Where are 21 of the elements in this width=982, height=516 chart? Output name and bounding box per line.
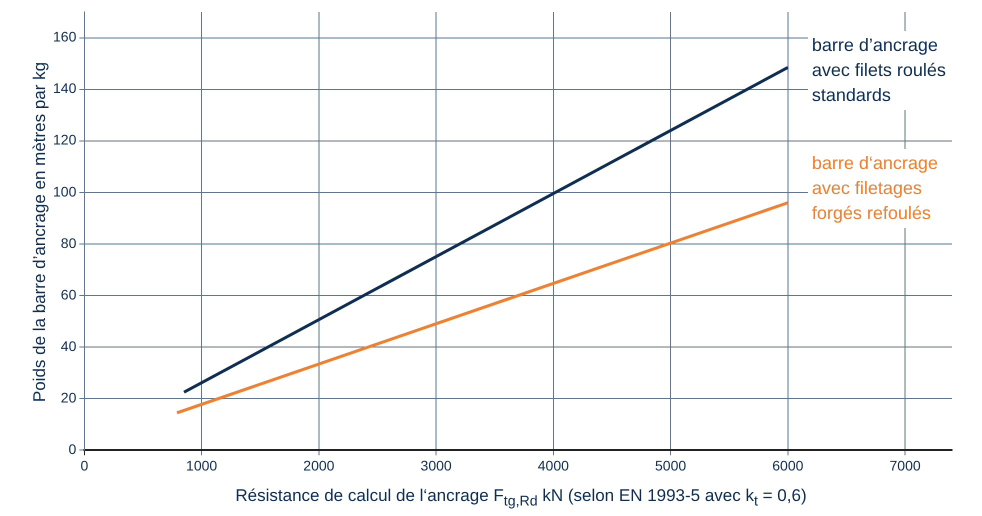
y-tick-label: 120 [53, 132, 77, 148]
y-tick-label: 60 [60, 286, 77, 302]
y-tick-label: 0 [68, 441, 77, 458]
x-tick-label: 6000 [772, 457, 804, 474]
y-tick-label: 100 [53, 183, 77, 200]
series-label: barre d‘ancrage avec filetages forgés refoulés [808, 148, 966, 228]
x-tick-label: 0 [80, 457, 88, 474]
x-tick-label: 5000 [655, 457, 686, 474]
y-tick-label: 20 [60, 390, 77, 406]
x-tick-label: 3000 [420, 457, 452, 474]
x-tick-label: 7000 [890, 457, 921, 474]
y-tick-label: 80 [60, 234, 77, 251]
x-tick-label: 1000 [186, 457, 218, 474]
y-tick-label: 140 [53, 80, 77, 96]
series-label: barre d’ancrage avec filets roulés standards [808, 31, 966, 110]
y-tick-label: 40 [60, 338, 77, 354]
x-tick-label: 4000 [538, 457, 570, 474]
y-axis-title: Poids de la barre d’ancrage en mètres par kg [30, 60, 50, 404]
x-axis-title: Résistance de calcul de l‘ancrage F$_{tg,Rd}$ kN (selon EN 1993-5 avec k$_{t}$ = 0,6) [234, 486, 808, 510]
y-tick-label: 160 [53, 28, 77, 45]
x-tick-label: 2000 [303, 457, 335, 474]
